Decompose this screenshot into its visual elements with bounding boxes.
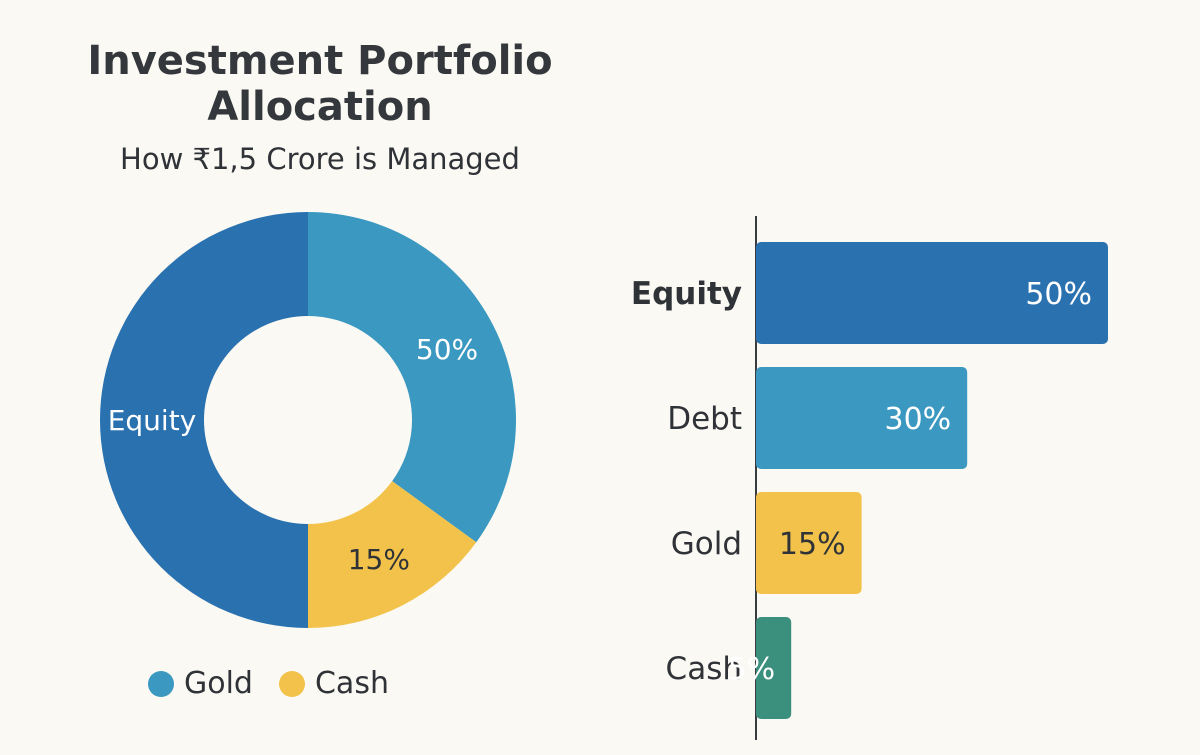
- bar-category-gold: Gold: [671, 526, 742, 562]
- bar-category-debt: Debt: [667, 401, 742, 437]
- bar-category-equity: Equity: [631, 276, 742, 312]
- legend-item-gold: Gold: [148, 666, 253, 701]
- donut-label-gold: 15%: [348, 543, 410, 576]
- bar-value-gold: 15%: [779, 527, 846, 562]
- donut-label-debt: 50%: [416, 333, 478, 366]
- donut-legend: Gold Cash: [148, 666, 389, 701]
- legend-item-cash: Cash: [278, 666, 389, 701]
- bar-value-cash: 5%: [728, 652, 776, 687]
- legend-swatch-gold: [148, 670, 174, 697]
- bar-gold: [756, 492, 862, 594]
- legend-label-gold: Gold: [184, 666, 253, 701]
- chart-subtitle: How ₹1,5 Crore is Managed: [120, 142, 520, 176]
- donut-label-equity: Equity: [108, 404, 197, 437]
- legend-label-cash: Cash: [314, 666, 389, 701]
- donut-slice-equity: [100, 212, 308, 628]
- bar-equity: [756, 242, 1108, 344]
- bar-value-debt: 30%: [885, 402, 952, 437]
- bar-cash: [756, 617, 792, 719]
- chart-title: Investment Portfolio Allocation: [87, 38, 553, 130]
- legend-swatch-cash: [278, 670, 305, 697]
- donut-chart: 50% 15% Equity: [100, 212, 516, 628]
- donut-slice-gold: [308, 481, 477, 628]
- donut-slice-debt: [308, 212, 516, 543]
- bar-value-equity: 50%: [1025, 277, 1092, 312]
- bar-debt: [756, 367, 968, 469]
- bar-category-cash: Cash: [666, 651, 742, 687]
